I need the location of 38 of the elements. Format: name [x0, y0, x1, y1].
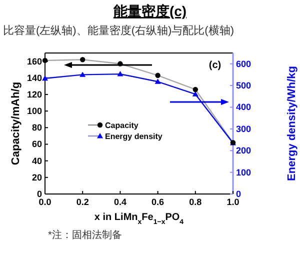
- annotation: (c): [208, 60, 222, 71]
- y-tick-label: 80: [32, 122, 42, 133]
- annotation: *注：固相法制备: [48, 230, 122, 241]
- point: [42, 75, 48, 81]
- x-tick-label: 0.0: [38, 197, 52, 207]
- y2-tick-label: 300: [236, 124, 252, 134]
- point: [80, 57, 86, 62]
- y2-tick-label: 200: [236, 146, 252, 156]
- y2label: Energy density/Wh/kg: [286, 66, 298, 181]
- y2-tick-label: 500: [236, 80, 252, 91]
- y2-tick-label: 0: [236, 189, 242, 199]
- point: [80, 72, 86, 77]
- point: [154, 78, 161, 84]
- y-tick-label: 20: [32, 172, 42, 182]
- y2-tick-label: 600: [236, 58, 252, 69]
- point: [118, 61, 123, 66]
- ylabel: Capacity/mAh/g: [10, 82, 22, 166]
- x-tick-label: 0.4: [114, 197, 126, 207]
- legend-label: Capacity: [105, 121, 138, 130]
- point: [117, 71, 124, 76]
- xlabel: x in LiMn$_{x}$Fe$_{1−x}$PO$_{4}$: [94, 212, 184, 226]
- y-tick-label: 100: [26, 106, 42, 116]
- point: [192, 86, 198, 92]
- legend-label: Energy density: [105, 132, 162, 141]
- x-tick-label: 0.2: [76, 197, 89, 207]
- y-tick-label: 40: [32, 156, 42, 166]
- y-tick-label: 140: [26, 72, 42, 83]
- subtitle: 比容量(左纵轴)、能量密度(右纵轴)与配比(横轴): [3, 25, 234, 37]
- y-tick-label: 0: [36, 189, 42, 199]
- y2-tick-label: 100: [236, 167, 252, 178]
- y-tick-label: 60: [32, 139, 42, 150]
- y-tick-label: 120: [26, 89, 42, 100]
- y2-tick-label: 400: [236, 102, 252, 112]
- point: [155, 72, 160, 78]
- y-tick-label: 160: [26, 56, 42, 66]
- x-tick-label: 0.8: [189, 197, 202, 207]
- x-tick-label: 0.6: [152, 197, 164, 207]
- x-tick-label: 1.0: [226, 197, 240, 207]
